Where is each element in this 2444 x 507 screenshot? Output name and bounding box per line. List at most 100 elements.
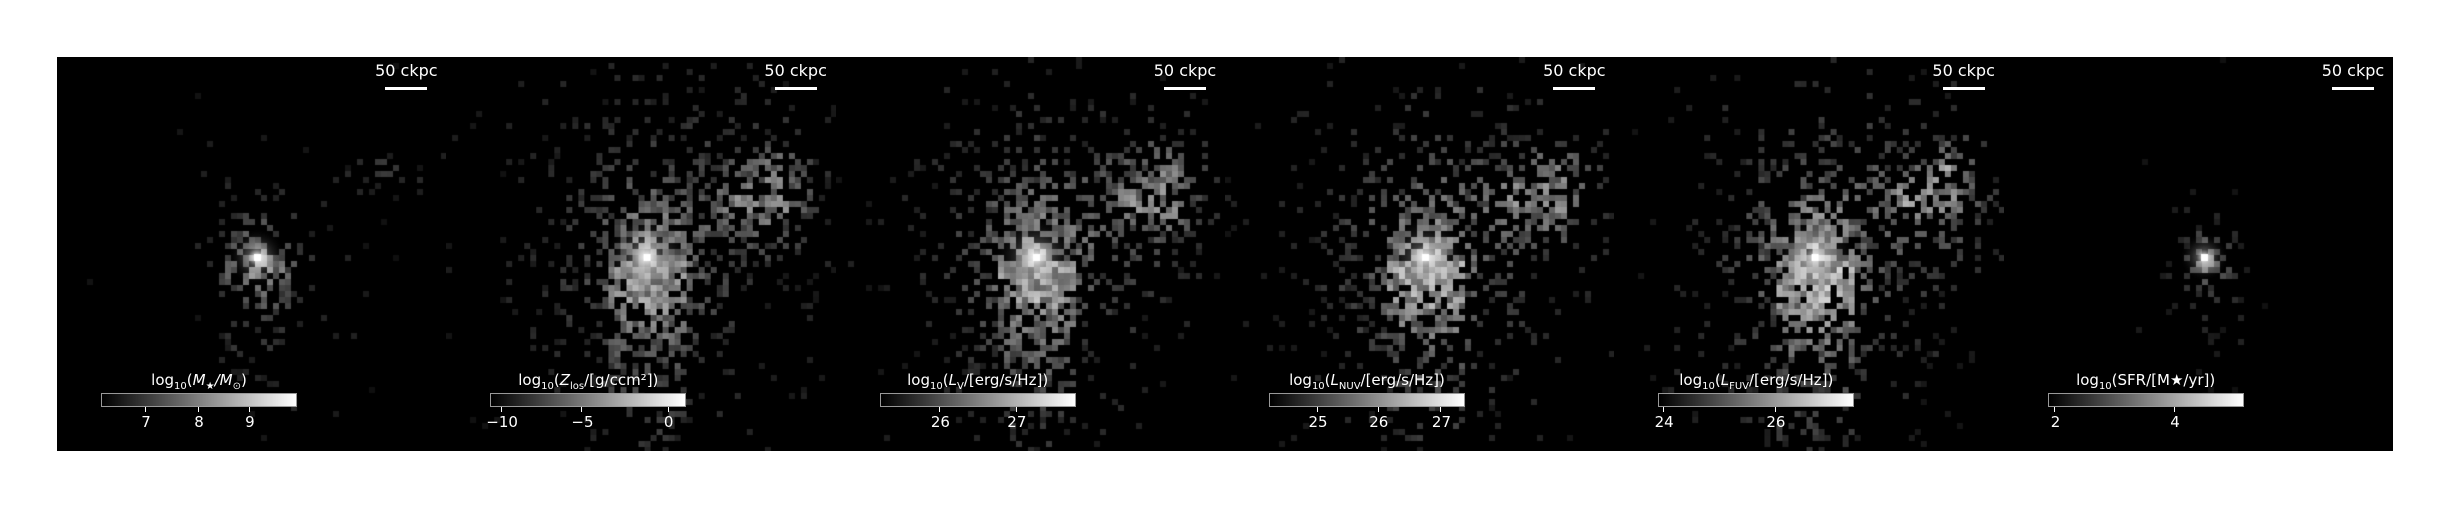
colorbar-label-var: Z [559, 371, 570, 389]
scale-bar-line [2331, 87, 2374, 90]
scale-bar-line [1553, 87, 1596, 90]
colorbar-label: log10(LNUV/[erg/s/Hz]) [1269, 371, 1465, 393]
panel-1: 50 ckpc log10(M★/M⊙) 7 8 9 [57, 57, 447, 451]
colorbar-tick-label: 26 [1369, 413, 1389, 431]
colorbar-ticks: −10 −5 0 [486, 407, 686, 433]
colorbar: log10(LNUV/[erg/s/Hz]) 25 26 27 [1268, 371, 1465, 433]
scale-bar: 50 ckpc [1543, 61, 1606, 90]
colorbar-tick-label: 7 [141, 413, 151, 431]
scale-bar-line [774, 87, 817, 90]
scale-bar: 50 ckpc [764, 61, 827, 90]
colorbar-label-base: 10 [930, 381, 943, 392]
panel-3: 50 ckpc log10(LV/[erg/s/Hz]) 26 27 [835, 57, 1225, 451]
colorbar-label-rest: /[erg/s/Hz] [963, 371, 1043, 389]
panel-2: 50 ckpc log10(Zlos/[g/ccm²]) −10 −5 0 [446, 57, 836, 451]
figure-strip: 50 ckpc log10(M★/M⊙) 7 8 9 50 ckpc log10(Zlos/… [57, 57, 2393, 451]
scale-bar: 50 ckpc [1154, 61, 1216, 90]
scale-bar-label: 50 ckpc [2321, 61, 2385, 80]
colorbar-label-var-sub: NUV [1338, 381, 1361, 392]
colorbar-tick-mark [2054, 407, 2056, 412]
colorbar-tick-mark [581, 407, 583, 412]
colorbar-label-var-sub: V [956, 381, 964, 392]
galaxy-map [1614, 57, 2004, 451]
scale-bar-label: 50 ckpc [1543, 61, 1606, 80]
colorbar-tick-mark [145, 407, 147, 412]
colorbar-tick-label: −10 [486, 413, 518, 431]
colorbar-ticks: 26 27 [880, 407, 1076, 433]
colorbar-ticks: 7 8 9 [101, 407, 297, 433]
colorbar-label-var: L [1330, 371, 1339, 389]
colorbar-tick-mark [939, 407, 941, 412]
colorbar-label-rest-sub: ⊙ [232, 381, 241, 392]
scale-bar-label: 50 ckpc [1932, 61, 1995, 80]
colorbar-label-open: ( [942, 371, 949, 389]
colorbar-gradient [1658, 393, 1855, 407]
colorbar-gradient [101, 393, 297, 407]
colorbar-tick-mark [1440, 407, 1442, 412]
colorbar-label-rest: /M [214, 371, 233, 389]
colorbar-label-var: SFR [2117, 371, 2147, 389]
colorbar-label-prefix: log [1679, 371, 1703, 389]
colorbar-tick-mark [1774, 407, 1776, 412]
colorbar-label-open: ( [1324, 371, 1331, 389]
colorbar-tick-label: 25 [1308, 413, 1328, 431]
colorbar-label: log10(LV/[erg/s/Hz]) [880, 371, 1076, 393]
colorbar: log10(Zlos/[g/ccm²]) −10 −5 0 [486, 371, 687, 433]
scale-bar: 50 ckpc [375, 61, 438, 90]
colorbar-label-close: ) [652, 371, 659, 389]
colorbar-label-rest: /[g/ccm²] [584, 371, 653, 389]
colorbar-label-var-sub: los [569, 381, 585, 392]
colorbar-label: log10(SFR/[M★/yr]) [2048, 371, 2244, 393]
colorbar-label-prefix: log [151, 371, 175, 389]
colorbar-tick-label: 26 [930, 413, 950, 431]
colorbar-label-var: M [192, 371, 206, 389]
colorbar-tick-mark [667, 407, 669, 412]
colorbar-gradient [1268, 393, 1465, 407]
colorbar-label-close: ) [1042, 371, 1049, 389]
galaxy-map [835, 57, 1225, 451]
colorbar-label-var: L [1720, 371, 1730, 389]
colorbar-label-prefix: log [518, 371, 542, 389]
colorbar-label: log10(LFUV/[erg/s/Hz]) [1658, 371, 1854, 393]
colorbar-tick-mark [198, 407, 199, 412]
colorbar-tick-mark [1316, 407, 1318, 412]
panel-6: 50 ckpc log10(SFR/[M★/yr]) 2 4 [2003, 57, 2393, 451]
colorbar: log10(LV/[erg/s/Hz]) 26 27 [879, 371, 1076, 433]
colorbar-label-base: 10 [174, 381, 187, 392]
galaxy-map [1224, 57, 1615, 451]
colorbar-tick-mark [501, 407, 503, 412]
colorbar-tick-label: 27 [1431, 413, 1451, 431]
colorbar-label-var-sub: FUV [1729, 381, 1749, 392]
colorbar-tick-label: 9 [245, 413, 255, 431]
scale-bar-label: 50 ckpc [1153, 61, 1217, 80]
colorbar-label-open: ( [1714, 371, 1721, 389]
colorbar-tick-label: 4 [2170, 413, 2180, 431]
colorbar-tick-label: −5 [571, 413, 594, 431]
colorbar-label-rest: /[erg/s/Hz] [1360, 371, 1440, 389]
colorbar-label-rest: /[M★/yr] [2146, 371, 2210, 389]
colorbar-tick-label: 24 [1654, 413, 1674, 431]
colorbar-label-open: ( [2111, 371, 2118, 389]
colorbar-tick-label: 2 [2050, 413, 2061, 431]
colorbar-label-base: 10 [1702, 381, 1715, 392]
scale-bar-line [1942, 87, 1985, 90]
colorbar-label-prefix: log [1289, 371, 1312, 389]
colorbar-label-open: ( [553, 371, 560, 389]
panel-4: 50 ckpc log10(LNUV/[erg/s/Hz]) 25 26 27 [1224, 57, 1615, 451]
colorbar-label-var: L [948, 371, 957, 389]
colorbar-tick-mark [1663, 407, 1665, 412]
colorbar-tick-mark [1377, 407, 1379, 412]
colorbar-label-open: ( [186, 371, 193, 389]
colorbar-ticks: 25 26 27 [1269, 407, 1465, 433]
scale-bar-line [1163, 87, 1206, 90]
colorbar: log10(SFR/[M★/yr]) 2 4 [2047, 371, 2244, 433]
galaxy-map [57, 57, 447, 451]
colorbar-label-base: 10 [541, 381, 554, 392]
colorbar-label: log10(M★/M⊙) [101, 371, 297, 393]
scale-bar: 50 ckpc [2322, 61, 2384, 90]
colorbar: log10(LFUV/[erg/s/Hz]) 24 26 [1655, 371, 1855, 433]
galaxy-map [2003, 57, 2393, 451]
colorbar-label-close: ) [2209, 371, 2216, 389]
colorbar-label-rest: /[erg/s/Hz] [1749, 371, 1828, 389]
